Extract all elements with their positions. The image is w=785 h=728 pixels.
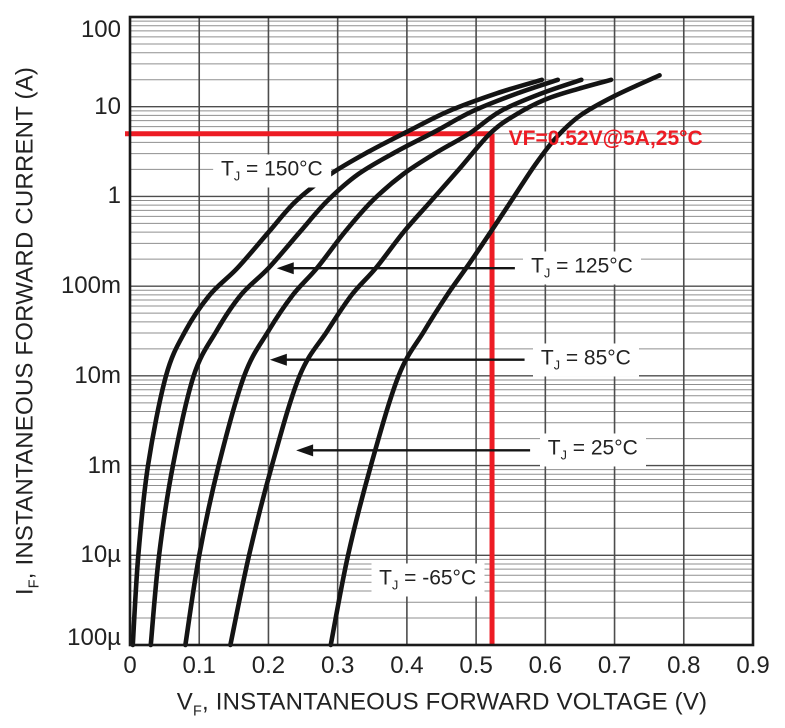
x-tick-0p3: 0.3 [320,652,355,679]
y-tick-10: 10 [94,92,121,120]
x-axis-title-text: , INSTANTANEOUS FORWARD VOLTAGE (V) [201,688,708,716]
x-tick-0: 0 [123,652,137,679]
curve-label-tj-150c: TJ = 150°C [213,154,331,188]
curve-tj85c [183,77,584,648]
x-axis-title: VF, INSTANTANEOUS FORWARD VOLTAGE (V) [177,689,707,720]
x-tick-0p7: 0.7 [597,652,632,679]
y-axis-title-subscript: F [26,579,43,589]
vf-operating-point-annotation: VF=0.52V@5A,25°C [508,127,703,150]
temperature-curves [130,73,662,648]
curve-label-tj-125c: TJ = 125°C [523,251,641,285]
x-axis-title-subscript: F [192,703,202,720]
grid-minor [130,20,753,619]
x-tick-0p4: 0.4 [390,652,424,679]
y-tick-100: 100 [80,16,121,43]
x-tick-0p9: 0.9 [736,652,770,679]
y-tick-10m: 10m [74,361,121,389]
y-axis-title-text: , INSTANTANEOUS FORWARD CURRENT (A) [11,66,39,580]
curve-label-tj-minus65c: TJ = -65°C [371,563,485,597]
x-axis-title-symbol: V [176,688,193,716]
curve-label-tj-25c: TJ = 25°C [539,433,646,467]
y-axis-title-symbol: I [11,588,39,596]
y-tick-1m: 1m [87,451,121,479]
x-tick-0p1: 0.1 [182,652,216,679]
curve-tj125c [148,77,561,648]
y-tick-100u: 100µ [67,624,121,651]
x-tick-0p5: 0.5 [459,652,493,679]
x-tick-0p2: 0.2 [251,652,286,679]
curve-label-tj-85c: TJ = 85°C [532,343,639,377]
curve-tj150c [130,77,545,648]
x-tick-0p8: 0.8 [667,652,701,679]
curve-tj-65c [328,73,662,648]
curve-tj25c [228,77,614,648]
x-tick-0p6: 0.6 [528,652,563,679]
y-tick-100m: 100m [60,272,121,300]
y-axis-title: IF, INSTANTANEOUS FORWARD CURRENT (A) [12,67,43,595]
plot-frame [128,15,755,647]
y-tick-1: 1 [107,182,121,210]
curve-label-arrows [269,262,531,457]
y-tick-10u: 10µ [80,541,121,569]
